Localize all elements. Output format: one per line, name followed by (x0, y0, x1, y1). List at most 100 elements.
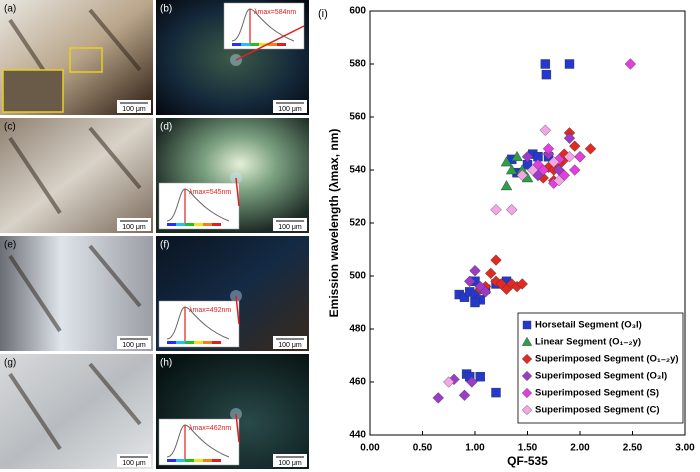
x-tick-label: 0.00 (360, 443, 380, 454)
panel-label: (g) (4, 358, 16, 369)
x-tick-label: 1.50 (518, 443, 538, 454)
x-tick-label: 1.00 (465, 443, 485, 454)
arrow (235, 25, 305, 61)
panel-label: (b) (160, 4, 172, 15)
spectrum-band (259, 43, 268, 46)
spectrum-band (167, 459, 176, 462)
scale-text: 100 μm (278, 106, 302, 113)
point (432, 392, 444, 404)
point (540, 59, 551, 69)
point (459, 292, 470, 302)
arrow (235, 295, 240, 325)
point (516, 169, 528, 181)
crystal-edge (8, 126, 142, 215)
peak-label: λmax=492nm (189, 307, 231, 314)
point (511, 150, 523, 161)
crystal-edge (8, 362, 142, 451)
peak-label: λmax=584nm (254, 9, 296, 16)
point (458, 389, 471, 401)
peak-label: λmax=462nm (189, 425, 231, 432)
point (553, 174, 565, 187)
point (539, 124, 552, 136)
spectrum-band (212, 459, 221, 462)
x-tick-label: 2.50 (623, 443, 643, 454)
x-tick-label: 2.00 (570, 443, 590, 454)
y-tick-label: 440 (349, 430, 366, 441)
spectrum-band (232, 43, 241, 46)
legend-marker (521, 336, 533, 346)
panel-label: (i) (318, 8, 328, 20)
crystal-edge (8, 244, 142, 333)
spectrum-band (185, 459, 194, 462)
spectrum-band (203, 341, 212, 344)
point (470, 297, 480, 308)
spectrum-band (176, 459, 185, 462)
point (500, 156, 513, 167)
spectrum-inset (158, 300, 240, 348)
y-tick-label: 520 (349, 218, 366, 229)
legend-marker (521, 370, 533, 382)
spectrum-inset (158, 182, 240, 230)
panel-label: (c) (4, 122, 16, 133)
point (527, 164, 539, 176)
spectrum-band (203, 223, 212, 226)
spectrum-band (268, 43, 277, 46)
peak-label: λmax=545nm (189, 189, 231, 196)
panel-label: (d) (160, 122, 172, 133)
point (485, 267, 497, 280)
scale-text: 100 μm (278, 460, 302, 467)
zoom-inset (2, 69, 64, 113)
point (541, 69, 552, 80)
point (624, 58, 637, 70)
panel-label: (a) (4, 4, 16, 15)
legend-box (517, 312, 684, 424)
zoom-box (69, 47, 103, 73)
point (479, 286, 492, 298)
point (569, 140, 581, 152)
x-tick-label: 3.00 (675, 443, 695, 454)
spectrum-band (185, 341, 194, 344)
y-tick-label: 500 (349, 271, 366, 282)
point (506, 204, 518, 216)
point (464, 275, 476, 287)
legend-label: Superimposed Segment (S) (535, 388, 659, 399)
legend-label: Superimposed Segment (O₃l) (535, 371, 667, 382)
panel-label: (h) (160, 358, 172, 369)
point (563, 132, 576, 144)
arrow (235, 177, 240, 207)
y-tick-label: 480 (349, 324, 366, 335)
scale-text: 100 μm (278, 342, 302, 349)
point (469, 265, 481, 277)
x-tick-label: 0.50 (413, 443, 433, 454)
scale-text: 100 μm (122, 460, 146, 467)
y-tick-label: 600 (349, 6, 366, 17)
spectrum-band (167, 341, 176, 344)
spectrum-band (212, 341, 221, 344)
y-axis-title: Emission wavelength (λmax, nm) (327, 129, 341, 318)
panel-label: (e) (4, 240, 16, 251)
x-axis-title: QF-535 (507, 454, 548, 468)
point (443, 376, 455, 388)
spectrum-band (194, 223, 203, 226)
legend-marker (522, 320, 532, 330)
y-tick-label: 580 (349, 59, 366, 70)
point (574, 151, 586, 163)
spectrum-band (176, 223, 185, 226)
point (475, 372, 485, 382)
point (490, 204, 502, 216)
spectrum-band (250, 43, 259, 46)
legend-marker (521, 387, 533, 399)
spectrum-band (176, 341, 185, 344)
spectrum-inset (223, 2, 305, 50)
point (542, 143, 555, 155)
point (548, 156, 560, 168)
point (564, 59, 575, 69)
scale-text: 100 μm (122, 106, 146, 113)
spectrum-band (185, 223, 194, 226)
legend-marker (521, 353, 533, 365)
legend-marker (521, 404, 533, 416)
point (500, 180, 513, 191)
spectrum-band (212, 223, 221, 226)
